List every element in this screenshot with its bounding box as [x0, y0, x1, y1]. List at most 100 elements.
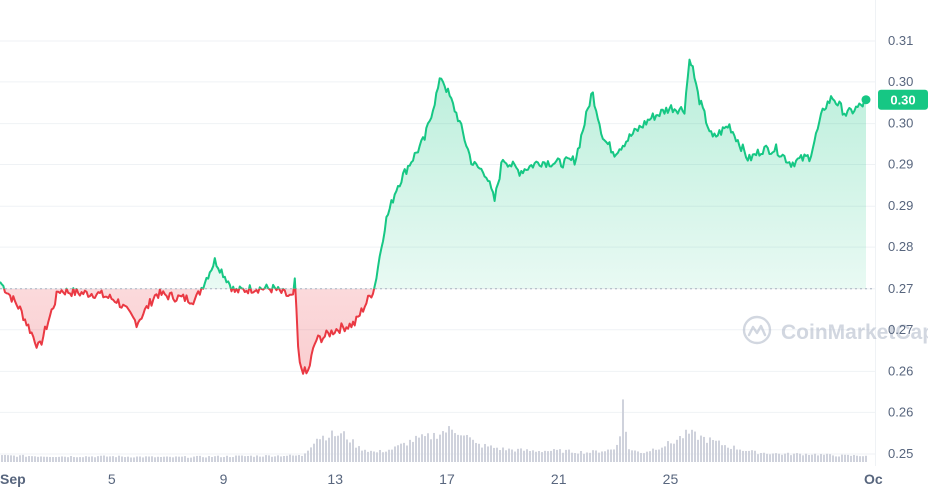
current-price-label: 0.30: [890, 93, 915, 108]
volume-bar: [196, 455, 198, 462]
volume-bar: [430, 439, 432, 462]
volume-bar: [478, 443, 480, 462]
volume-bar: [805, 453, 807, 462]
volume-bar: [661, 447, 663, 462]
volume-bar: [424, 436, 426, 462]
x-axis: Sep 5 9 13 17 21 25 Oc: [0, 471, 883, 487]
volume-bar: [529, 451, 531, 462]
volume-bar: [841, 454, 843, 462]
volume-bar: [472, 439, 474, 462]
volume-bar: [808, 455, 810, 462]
volume-bar: [679, 436, 681, 462]
y-tick-label: 0.28: [888, 239, 913, 254]
volume-bar: [37, 456, 39, 462]
volume-bar: [844, 454, 846, 462]
volume-bar: [595, 450, 597, 462]
volume-bar: [544, 450, 546, 462]
volume-bar: [673, 443, 675, 462]
x-tick-label: 5: [108, 471, 116, 487]
volume-bar: [340, 433, 342, 462]
volume-bar: [772, 453, 774, 462]
volume-bar: [325, 440, 327, 462]
volume-bar: [421, 434, 423, 462]
volume-bar: [715, 440, 717, 462]
x-tick-label: 25: [663, 471, 679, 487]
volume-bar: [862, 456, 864, 462]
volume-bar: [373, 451, 375, 462]
volume-bar: [553, 449, 555, 462]
volume-bar: [580, 451, 582, 462]
current-price-badge: 0.30: [878, 89, 928, 110]
volume-bar: [256, 455, 258, 462]
volume-bar: [1, 455, 3, 462]
volume-bar: [184, 456, 186, 462]
volume-bar: [565, 449, 567, 462]
volume-bar: [496, 447, 498, 462]
volume-bar: [703, 436, 705, 462]
volume-bar: [796, 453, 798, 462]
volume-bar: [85, 456, 87, 462]
volume-bar: [571, 452, 573, 462]
volume-bar: [367, 451, 369, 462]
volume-bar: [613, 449, 615, 462]
volume-bar: [355, 447, 357, 462]
volume-bar: [238, 455, 240, 462]
volume-bar: [142, 457, 144, 462]
price-line-up: [0, 58, 867, 289]
volume-bar: [418, 437, 420, 462]
volume-bar: [583, 453, 585, 462]
x-tick-label: 13: [327, 471, 343, 487]
volume-bar: [574, 453, 576, 462]
volume-bar: [91, 456, 93, 462]
volume-bar: [157, 456, 159, 462]
volume-bar: [760, 452, 762, 462]
volume-bar: [403, 442, 405, 462]
volume-bar: [127, 456, 129, 462]
volume-bar: [706, 442, 708, 462]
volume-bar: [235, 455, 237, 462]
volume-bar: [163, 456, 165, 462]
volume-bar: [664, 446, 666, 462]
volume-bar: [475, 442, 477, 462]
volume-bar: [10, 455, 12, 462]
x-tick-label: 9: [220, 471, 228, 487]
volume-bar: [217, 455, 219, 462]
volume-bar: [73, 457, 75, 462]
volume-bar: [79, 457, 81, 462]
volume-bar: [757, 454, 759, 462]
volume-bar: [769, 454, 771, 462]
volume-bar: [145, 456, 147, 462]
volume-bar: [628, 449, 630, 462]
volume-bar: [793, 453, 795, 462]
volume-bar: [838, 456, 840, 462]
volume-bar: [829, 454, 831, 462]
volume-bar: [700, 435, 702, 462]
volume-bar: [349, 442, 351, 462]
volume-bar: [811, 454, 813, 462]
volume-bar: [487, 446, 489, 462]
volume-bar: [745, 450, 747, 462]
volume-bar: [304, 453, 306, 462]
volume-bar: [784, 453, 786, 462]
volume-bar: [232, 457, 234, 462]
volume-bar: [181, 456, 183, 462]
volume-bar: [538, 451, 540, 462]
volume-bar: [310, 447, 312, 462]
volume-bar: [514, 451, 516, 462]
volume-bar: [55, 457, 57, 462]
volume-bar: [778, 453, 780, 462]
volume-bar: [52, 457, 54, 462]
y-tick-label: 0.25: [888, 446, 913, 461]
volume-bar: [520, 448, 522, 462]
volume-bar: [733, 445, 735, 462]
volume-bar: [856, 455, 858, 462]
volume-bar: [388, 449, 390, 462]
volume-bar: [712, 440, 714, 462]
volume-bar: [598, 452, 600, 462]
volume-bar: [103, 455, 105, 462]
volume-bar: [175, 456, 177, 462]
y-tick-label: 0.30: [888, 116, 913, 131]
volume-bar: [451, 429, 453, 462]
